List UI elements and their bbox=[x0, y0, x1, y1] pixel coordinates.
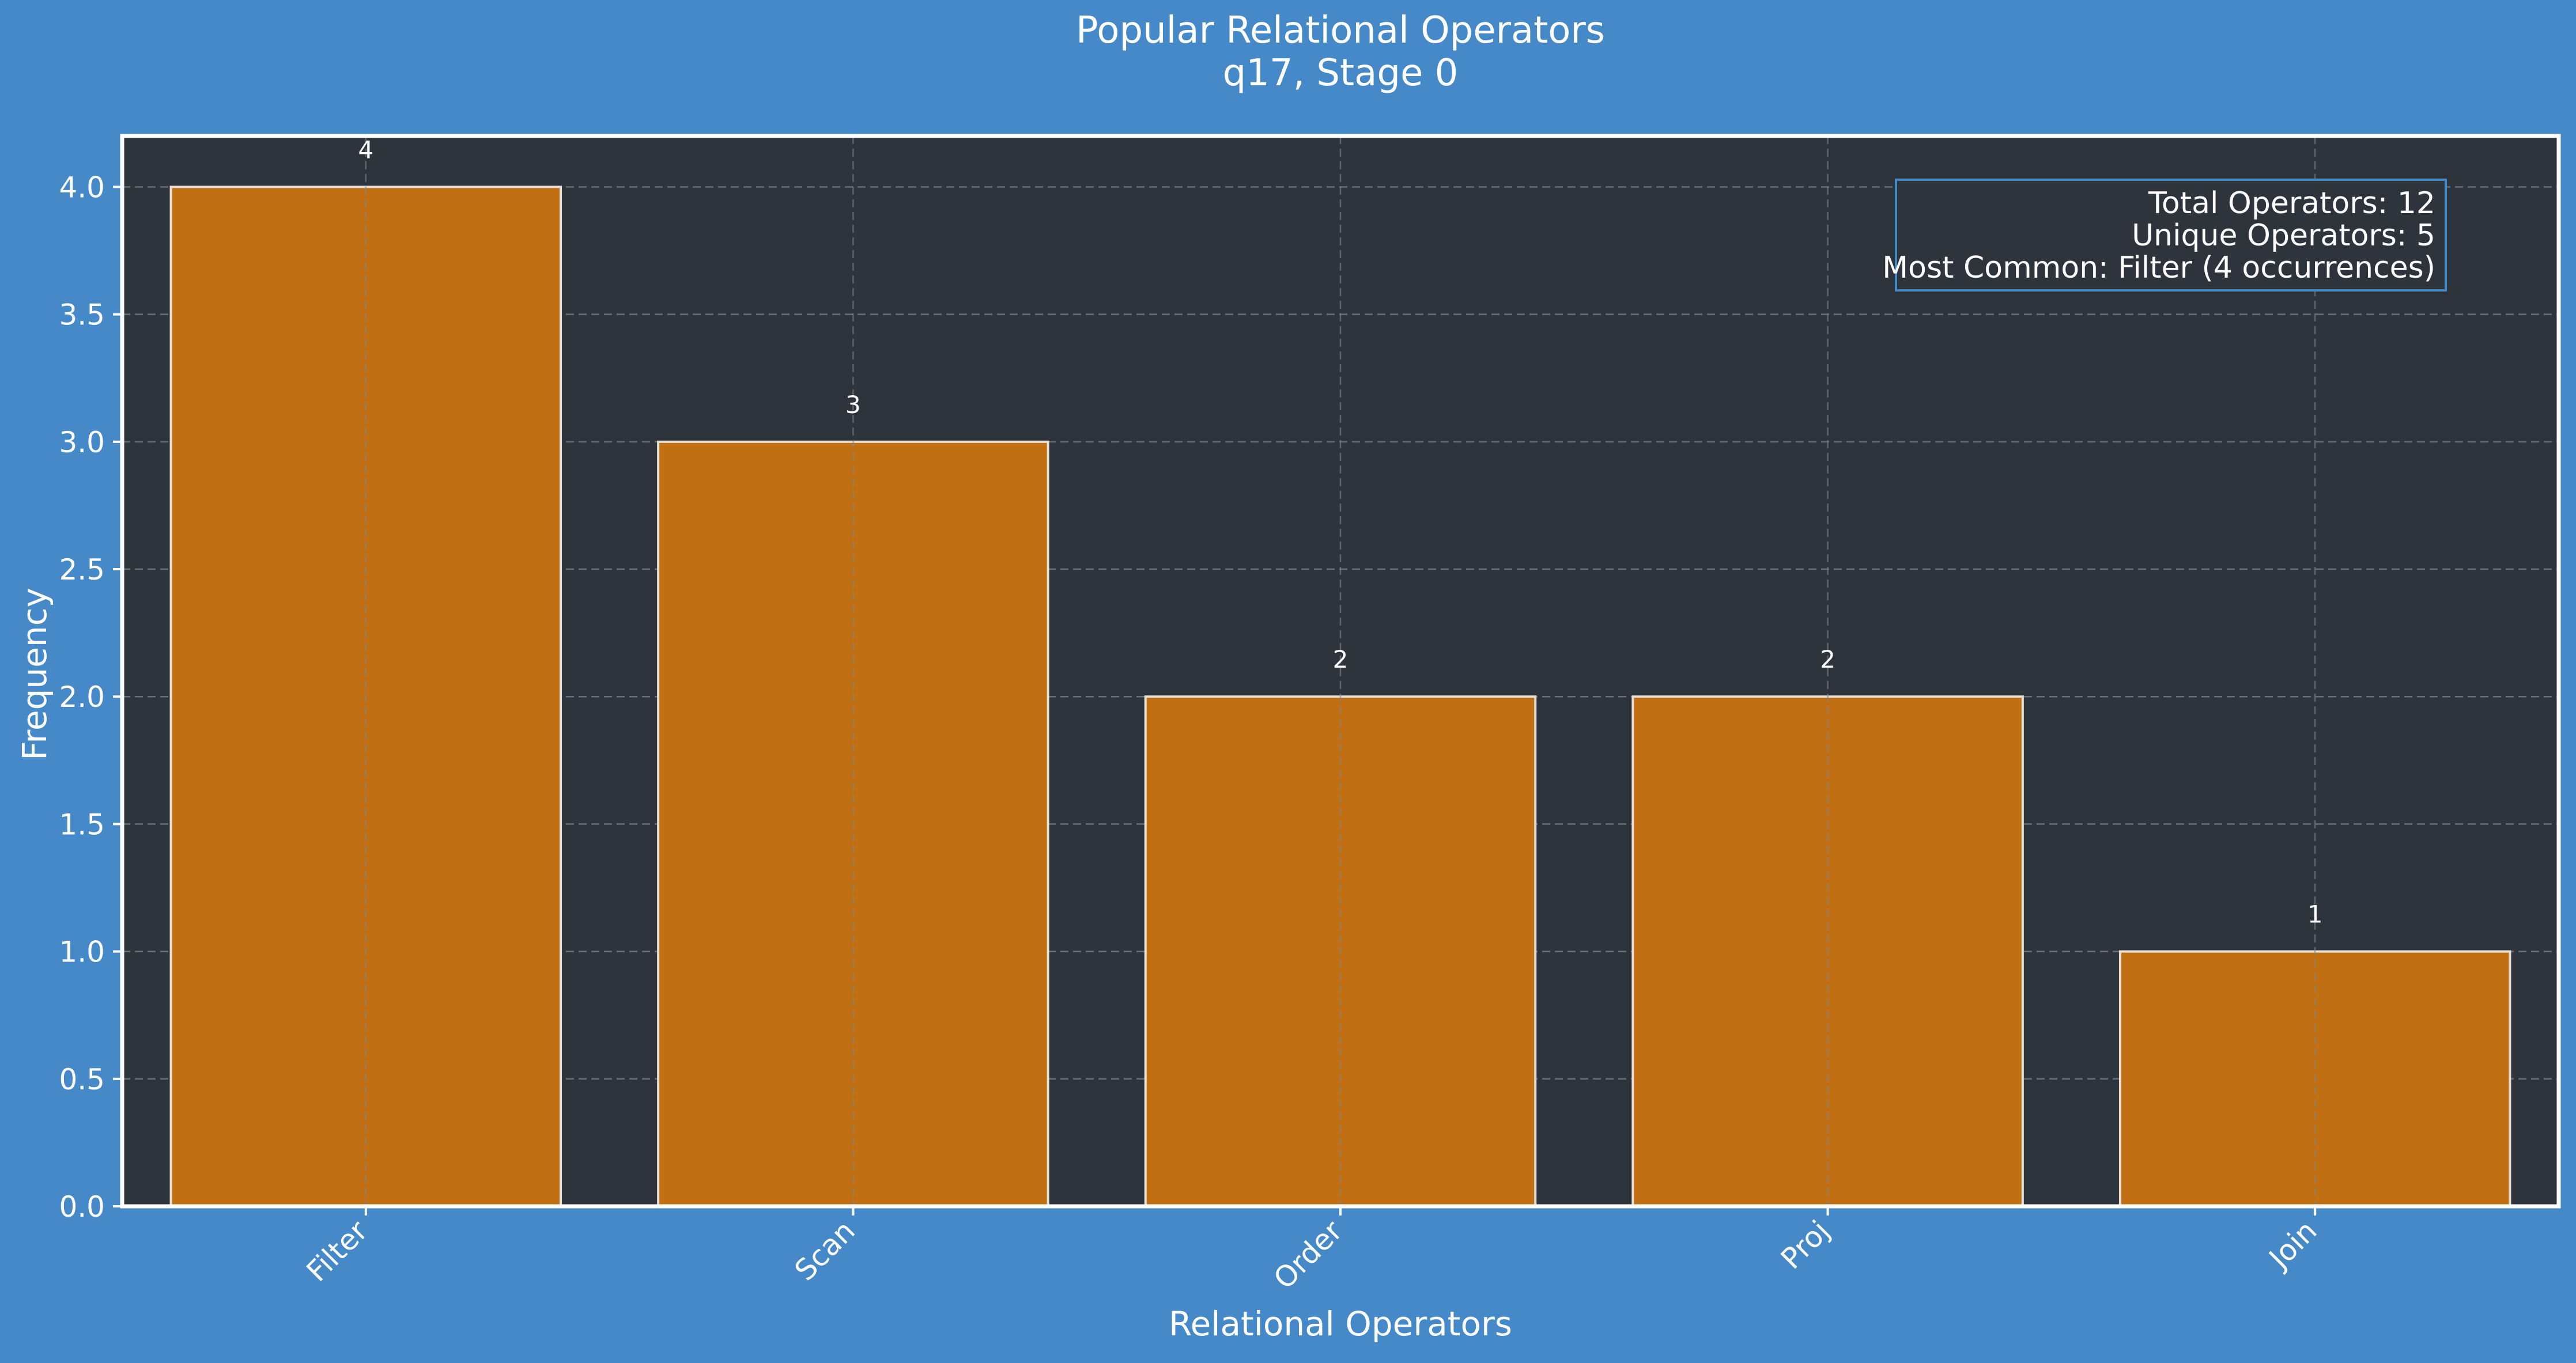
chart-subtitle: q17, Stage 0 bbox=[1223, 52, 1459, 94]
y-tick-label: 3.5 bbox=[59, 298, 105, 332]
data-label: 3 bbox=[845, 391, 861, 419]
data-label: 1 bbox=[2307, 900, 2323, 929]
data-label: 2 bbox=[1333, 645, 1349, 673]
x-axis-label: Relational Operators bbox=[1169, 1304, 1512, 1343]
y-tick-label: 0.0 bbox=[59, 1190, 105, 1224]
data-labels: 4 3 2 2 1 bbox=[358, 135, 2322, 928]
y-tick-label: 1.5 bbox=[59, 808, 105, 841]
stats-box: Total Operators: 12 Unique Operators: 5 … bbox=[1882, 179, 2447, 291]
stats-most-common: Most Common: Filter (4 occurrences) bbox=[1882, 251, 2435, 285]
y-tick-label: 2.5 bbox=[59, 553, 105, 586]
vertical-grid-lines bbox=[365, 136, 2316, 1206]
y-tick-label: 0.5 bbox=[59, 1063, 105, 1096]
stats-box-frame bbox=[1895, 179, 2447, 291]
y-tick-label: 1.0 bbox=[59, 936, 105, 969]
y-tick-label: 4.0 bbox=[59, 171, 105, 204]
y-axis-label: Frequency bbox=[15, 588, 54, 760]
data-label: 2 bbox=[1820, 645, 1835, 673]
stats-total-operators: Total Operators: 12 bbox=[2148, 186, 2435, 221]
y-tick-label: 3.0 bbox=[59, 426, 105, 459]
chart-title: Popular Relational Operators bbox=[1076, 9, 1605, 52]
y-tick-label: 2.0 bbox=[59, 680, 105, 714]
data-label: 4 bbox=[358, 135, 373, 164]
y-axis-ticks: 0.0 0.5 1.0 1.5 2.0 2.5 3.0 3.5 4.0 bbox=[59, 171, 122, 1224]
stats-unique-operators: Unique Operators: 5 bbox=[2132, 218, 2435, 253]
